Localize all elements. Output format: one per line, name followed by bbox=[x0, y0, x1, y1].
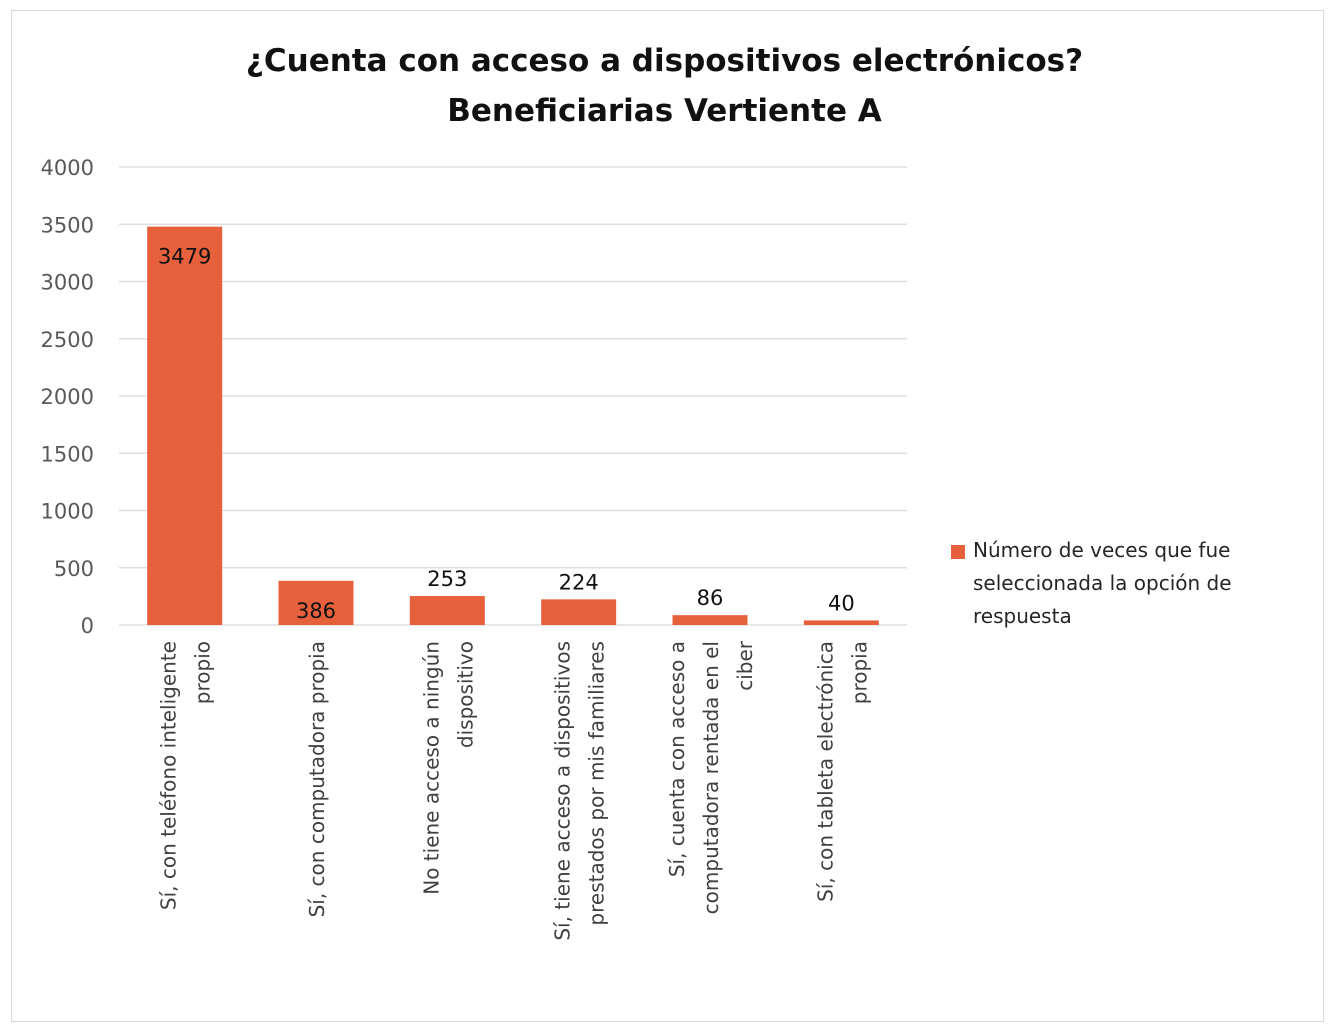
x-category-label-line: computadora rentada en el bbox=[699, 641, 723, 914]
x-category-label-line: Sí, con teléfono inteligente bbox=[157, 641, 181, 910]
legend: Número de veces que fue seleccionada la … bbox=[951, 534, 1311, 633]
y-tick-label: 1000 bbox=[41, 500, 94, 524]
x-category-label-line: No tiene acceso a ningún bbox=[419, 641, 443, 895]
data-label: 40 bbox=[828, 591, 855, 615]
y-tick-label: 3500 bbox=[41, 213, 94, 237]
y-tick-label: 2500 bbox=[41, 328, 94, 352]
x-category-label-line: Sí, tiene acceso a dispositivos bbox=[551, 641, 575, 941]
legend-swatch bbox=[951, 545, 965, 559]
legend-label-line-3: respuesta bbox=[973, 604, 1072, 628]
y-tick-label: 2000 bbox=[41, 385, 94, 409]
y-tick-label: 4000 bbox=[41, 156, 94, 180]
chart-title: ¿Cuenta con acceso a dispositivos electr… bbox=[0, 36, 1329, 136]
x-category-label-line: Sí, con tableta electrónica bbox=[813, 641, 837, 902]
x-category-label-line: Sí, con computadora propia bbox=[305, 641, 329, 917]
data-label: 386 bbox=[296, 599, 336, 623]
y-tick-label: 1500 bbox=[41, 442, 94, 466]
x-category-label: Sí, tiene acceso a dispositivos prestados… bbox=[551, 641, 609, 941]
x-category-label-line: ciber bbox=[733, 640, 757, 691]
bar bbox=[409, 596, 485, 625]
bar bbox=[672, 615, 748, 625]
y-axis-ticks: 0 500 1000 1500 2000 2500 3000 3500 4000 bbox=[41, 156, 94, 638]
legend-label-line-1: Número de veces que fue bbox=[973, 538, 1231, 562]
bar bbox=[278, 580, 354, 625]
y-tick-label: 500 bbox=[54, 557, 94, 581]
chart-title-line-1: ¿Cuenta con acceso a dispositivos electr… bbox=[245, 43, 1084, 79]
data-label: 253 bbox=[427, 567, 467, 591]
chart-frame bbox=[11, 10, 1324, 1022]
data-label: 224 bbox=[559, 570, 599, 594]
gridlines bbox=[119, 166, 907, 626]
x-category-label-line: prestados por mis familiares bbox=[585, 641, 609, 926]
x-category-label-line: Sí, cuenta con acceso a bbox=[665, 641, 689, 877]
x-category-label: Sí, con computadora propia bbox=[305, 641, 329, 917]
bar bbox=[541, 599, 617, 625]
x-category-label-line: dispositivo bbox=[453, 641, 477, 748]
x-category-label: Sí, con teléfono inteligente propio bbox=[157, 641, 215, 910]
bars bbox=[147, 226, 879, 626]
chart-title-line-2: Beneficiarias Vertiente A bbox=[447, 93, 882, 129]
x-axis-category-labels: Sí, con teléfono inteligente propio Sí, co… bbox=[157, 640, 872, 940]
legend-label-line-2: seleccionada la opción de bbox=[973, 571, 1232, 595]
data-labels: 3479 386 253 224 86 40 bbox=[158, 245, 855, 623]
y-tick-label: 3000 bbox=[41, 271, 94, 295]
x-category-label: No tiene acceso a ningún dispositivo bbox=[419, 641, 477, 895]
x-category-label-line: propio bbox=[191, 641, 215, 704]
data-label: 3479 bbox=[158, 245, 211, 269]
x-category-label: Sí, con tableta electrónica propia bbox=[813, 641, 871, 902]
bar bbox=[803, 620, 879, 625]
y-tick-label: 0 bbox=[81, 614, 94, 638]
x-category-label-line: propia bbox=[847, 641, 871, 704]
bar bbox=[147, 226, 223, 626]
data-label: 86 bbox=[697, 586, 724, 610]
legend-label: Número de veces que fue seleccionada la … bbox=[973, 534, 1232, 633]
x-category-label: Sí, cuenta con acceso a computadora renta… bbox=[665, 640, 757, 914]
